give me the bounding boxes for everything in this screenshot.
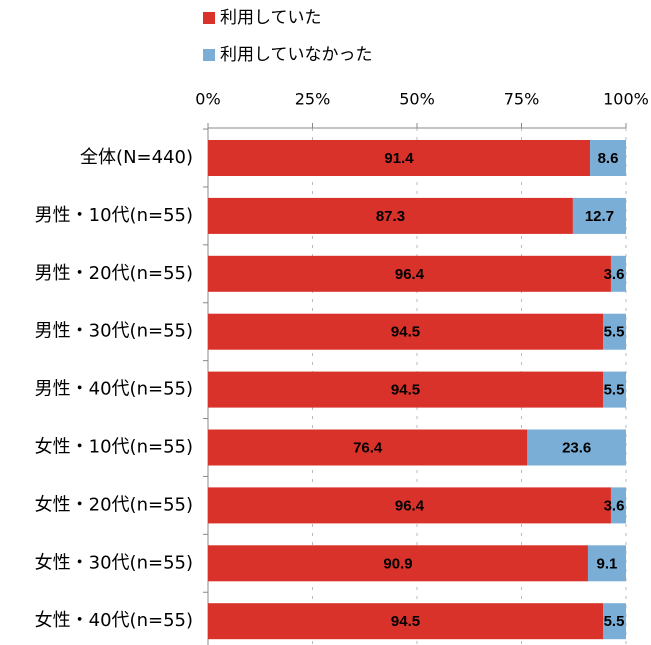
data-label: 3.6 (604, 497, 625, 514)
legend-swatch (203, 12, 215, 24)
bar-segment (208, 487, 611, 524)
legend-swatch (203, 49, 215, 61)
y-tick-label: 女性・40代(n=55) (35, 610, 193, 631)
bar-segment (603, 313, 626, 350)
data-label: 96.4 (395, 266, 425, 283)
bar-segment (590, 140, 626, 176)
data-label: 3.6 (604, 266, 625, 283)
data-label: 94.5 (391, 382, 420, 399)
data-label: 76.4 (353, 439, 383, 456)
bar-segment (208, 140, 591, 176)
y-tick-label: 男性・40代(n=55) (35, 379, 193, 400)
data-label: 87.3 (376, 208, 405, 225)
y-tick-label: 女性・30代(n=55) (35, 552, 193, 573)
data-label: 96.4 (395, 497, 425, 514)
legend-label: 利用していた (220, 8, 322, 28)
bar-segment (610, 255, 626, 292)
y-tick-label: 男性・10代(n=55) (35, 205, 193, 226)
bar-segment (587, 545, 626, 582)
data-label: 91.4 (384, 150, 414, 167)
x-tick-label: 50% (399, 90, 435, 109)
legend-label: 利用していなかった (220, 45, 373, 65)
bar-segment (208, 197, 573, 234)
y-tick-label: 女性・20代(n=55) (35, 494, 193, 515)
data-label: 94.5 (391, 324, 420, 341)
data-label: 5.5 (604, 613, 625, 630)
data-label: 23.6 (562, 439, 591, 456)
bar-segment (603, 371, 626, 408)
data-label: 8.6 (598, 150, 619, 167)
data-label: 94.5 (391, 613, 420, 630)
bar-segment (208, 371, 604, 408)
bar-segment (208, 603, 604, 640)
x-tick-label: 75% (504, 90, 540, 109)
x-tick-label: 0% (195, 90, 220, 109)
bar-segment (208, 429, 528, 466)
bar-segment (208, 255, 611, 292)
data-label: 5.5 (604, 324, 625, 341)
x-tick-label: 25% (295, 90, 331, 109)
bar-segment (610, 487, 626, 524)
x-tick-label: 100% (603, 90, 649, 109)
data-label: 9.1 (597, 555, 618, 572)
y-tick-label: 男性・30代(n=55) (35, 321, 193, 342)
bar-segment (208, 313, 604, 350)
y-tick-label: 女性・10代(n=55) (35, 437, 193, 458)
data-label: 90.9 (383, 555, 412, 572)
bar-segment (527, 429, 626, 466)
y-tick-label: 全体(N=440) (80, 147, 193, 168)
data-label: 12.7 (585, 208, 614, 225)
data-label: 5.5 (604, 382, 625, 399)
bar-segment (208, 545, 588, 582)
y-tick-label: 男性・20代(n=55) (35, 263, 193, 284)
bar-segment (603, 603, 626, 640)
bar-segment (572, 197, 626, 234)
